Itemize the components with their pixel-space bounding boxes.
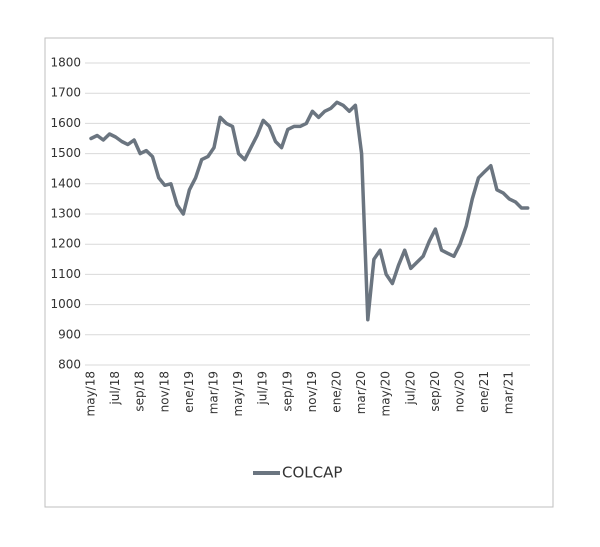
x-tick-label: ene/19 <box>182 371 196 413</box>
x-tick-label: may/19 <box>231 371 245 416</box>
y-tick-label: 1600 <box>50 116 81 130</box>
y-tick-label: 1300 <box>50 207 81 221</box>
legend-label: COLCAP <box>282 464 342 482</box>
chart-frame <box>44 37 554 508</box>
x-tick-label: ene/21 <box>477 371 491 413</box>
x-tick-label: sep/19 <box>280 371 294 412</box>
x-tick-label: nov/18 <box>157 371 171 412</box>
series-line <box>89 100 530 322</box>
x-tick-label: ene/20 <box>330 371 344 413</box>
y-tick-label: 1700 <box>50 86 81 100</box>
x-tick-label: sep/20 <box>428 371 442 412</box>
y-tick-label: 1100 <box>50 267 81 281</box>
x-tick-label: nov/20 <box>453 371 467 412</box>
x-tick-label: mar/20 <box>354 371 368 414</box>
y-tick-label: 1000 <box>50 297 81 311</box>
y-tick-label: 1400 <box>50 176 81 190</box>
x-tick-label: jul/18 <box>108 371 122 406</box>
x-tick-label: nov/19 <box>305 371 319 412</box>
x-tick-label: jul/19 <box>256 371 270 406</box>
x-tick-label: jul/20 <box>403 371 417 406</box>
y-tick-label: 800 <box>58 358 81 372</box>
x-tick-label: may/18 <box>84 371 98 416</box>
y-tick-label: 1800 <box>50 56 81 70</box>
y-tick-label: 1200 <box>50 237 81 251</box>
x-tick-label: mar/21 <box>502 371 516 414</box>
y-tick-label: 900 <box>58 327 81 341</box>
y-tick-label: 1500 <box>50 146 81 160</box>
x-tick-label: may/20 <box>379 371 393 416</box>
x-tick-label: sep/18 <box>133 371 147 412</box>
x-tick-label: mar/19 <box>207 371 221 414</box>
